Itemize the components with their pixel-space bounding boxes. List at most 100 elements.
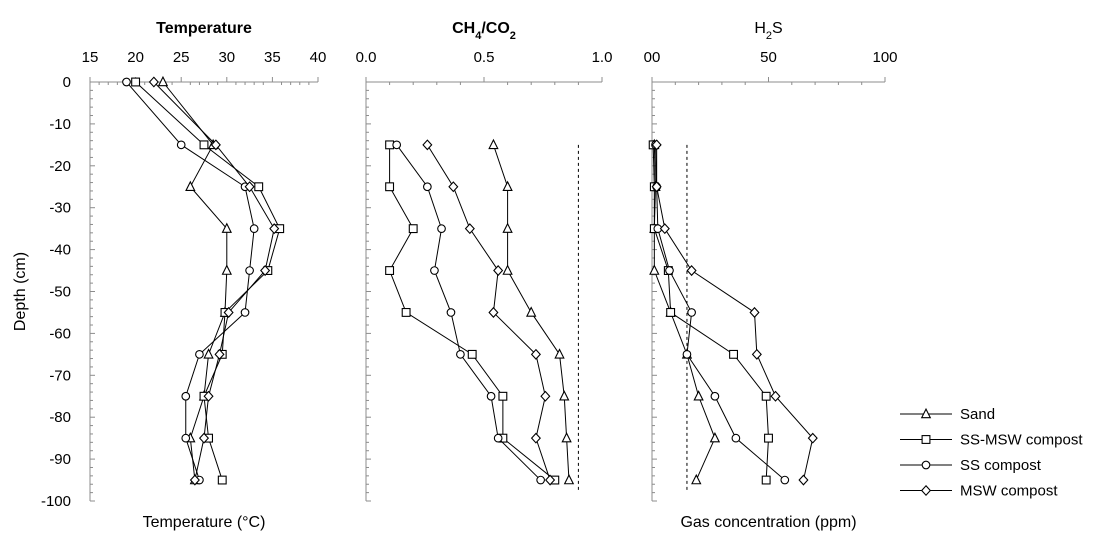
data-point — [195, 350, 204, 359]
data-point — [770, 390, 781, 402]
data-point — [203, 348, 214, 359]
data-point — [498, 391, 508, 401]
data-point — [659, 223, 670, 235]
y-axis-title: Depth (cm) — [12, 252, 29, 331]
data-point — [385, 182, 395, 192]
x-axis-title: Gas concentration (ppm) — [680, 514, 856, 531]
data-point — [401, 307, 411, 317]
data-point — [181, 391, 191, 401]
data-point — [131, 77, 141, 87]
x-tick-label: 0.0 — [356, 49, 377, 66]
y-tick-label: -30 — [49, 200, 71, 217]
panel-h2s: 00 50 100 H2S Gas concentration (ppm) — [644, 20, 898, 531]
data-point — [530, 432, 541, 444]
data-point — [561, 432, 572, 443]
data-point — [269, 223, 280, 235]
data-point — [807, 432, 818, 444]
series-msw-compost — [651, 139, 818, 486]
data-point — [764, 433, 773, 443]
data-point — [693, 390, 704, 401]
data-point — [176, 140, 186, 150]
data-point — [710, 391, 720, 401]
data-point — [709, 432, 721, 443]
data-point — [249, 224, 259, 233]
series-ss-msw-compost — [131, 77, 285, 485]
data-point — [502, 222, 513, 233]
data-point — [210, 139, 221, 151]
data-point — [486, 391, 496, 401]
data-point — [392, 140, 402, 150]
y-tick-label: -70 — [49, 367, 71, 384]
series-line — [153, 81, 275, 481]
data-point — [682, 350, 692, 359]
series-line — [162, 81, 228, 481]
series-sand — [649, 138, 721, 485]
legend-item-ss-compost: SS compost — [900, 457, 1042, 474]
data-point — [493, 433, 503, 443]
y-tick-label: -80 — [49, 409, 71, 426]
data-point — [488, 138, 499, 150]
data-point — [729, 349, 739, 359]
data-point — [761, 391, 771, 401]
data-point — [430, 266, 439, 275]
data-point — [536, 475, 545, 485]
data-point — [731, 433, 741, 443]
x-tick-label: 40 — [310, 49, 327, 66]
data-point — [464, 223, 475, 235]
series-sand — [488, 138, 575, 485]
series-line — [126, 81, 255, 481]
data-point — [798, 474, 809, 486]
data-point — [651, 181, 662, 193]
data-point — [665, 266, 674, 275]
data-point — [199, 140, 209, 150]
series-sand — [157, 75, 232, 485]
x-tick-label: 100 — [872, 49, 897, 66]
data-point — [448, 181, 459, 193]
legend-label: MSW compost — [960, 483, 1058, 500]
data-point — [780, 475, 790, 485]
series-line — [396, 144, 541, 481]
legend-marker — [920, 407, 932, 419]
x-tick-label: 30 — [218, 49, 235, 66]
x-axis-title: Temperature (°C) — [143, 514, 266, 531]
legend-item-msw-compost: MSW compost — [900, 483, 1058, 500]
legend: Sand SS-MSW compost SS compost MSW compost — [900, 406, 1083, 500]
data-point — [122, 77, 131, 87]
data-point — [185, 180, 196, 191]
y-tick-label: -50 — [49, 284, 71, 301]
panel-title: Temperature — [156, 20, 252, 37]
legend-marker — [920, 484, 932, 497]
legend-label: SS-MSW compost — [960, 432, 1083, 449]
y-tick-label: 0 — [63, 74, 71, 91]
series-line — [653, 144, 716, 481]
data-point — [221, 222, 232, 233]
data-point — [385, 266, 395, 275]
data-point — [254, 182, 264, 192]
data-point — [189, 474, 200, 486]
y-tick-label: -90 — [49, 451, 71, 468]
data-point — [223, 306, 234, 318]
y-tick-label: -20 — [49, 158, 71, 175]
legend-label: SS compost — [960, 457, 1042, 474]
data-point — [240, 308, 250, 317]
data-point — [198, 432, 210, 444]
data-point — [422, 139, 433, 151]
x-tick-label: 0.5 — [474, 49, 495, 66]
legend-item-ss-msw-compost: SS-MSW compost — [900, 432, 1083, 449]
data-point — [221, 264, 232, 275]
data-point — [761, 475, 771, 485]
x-tick-label: 1.0 — [592, 49, 613, 66]
data-point — [493, 265, 504, 277]
data-point — [751, 348, 762, 360]
data-point — [244, 181, 255, 193]
y-tick-label: -10 — [49, 116, 71, 133]
data-point — [203, 390, 214, 402]
panel-title: CH4/CO2 — [452, 20, 516, 42]
data-point — [502, 264, 513, 275]
panel-temperature: 15 20 25 30 35 40 Temperature Temperature (°C) — [82, 20, 327, 531]
y-axis-labels: 0 -10 -20 -30 -40 -50 -60 -70 -80 -90 -100 — [41, 74, 71, 510]
y-tick-label: -60 — [49, 325, 71, 342]
data-point — [214, 348, 225, 360]
x-tick-label: 00 — [644, 49, 661, 66]
legend-label: Sand — [960, 406, 995, 423]
